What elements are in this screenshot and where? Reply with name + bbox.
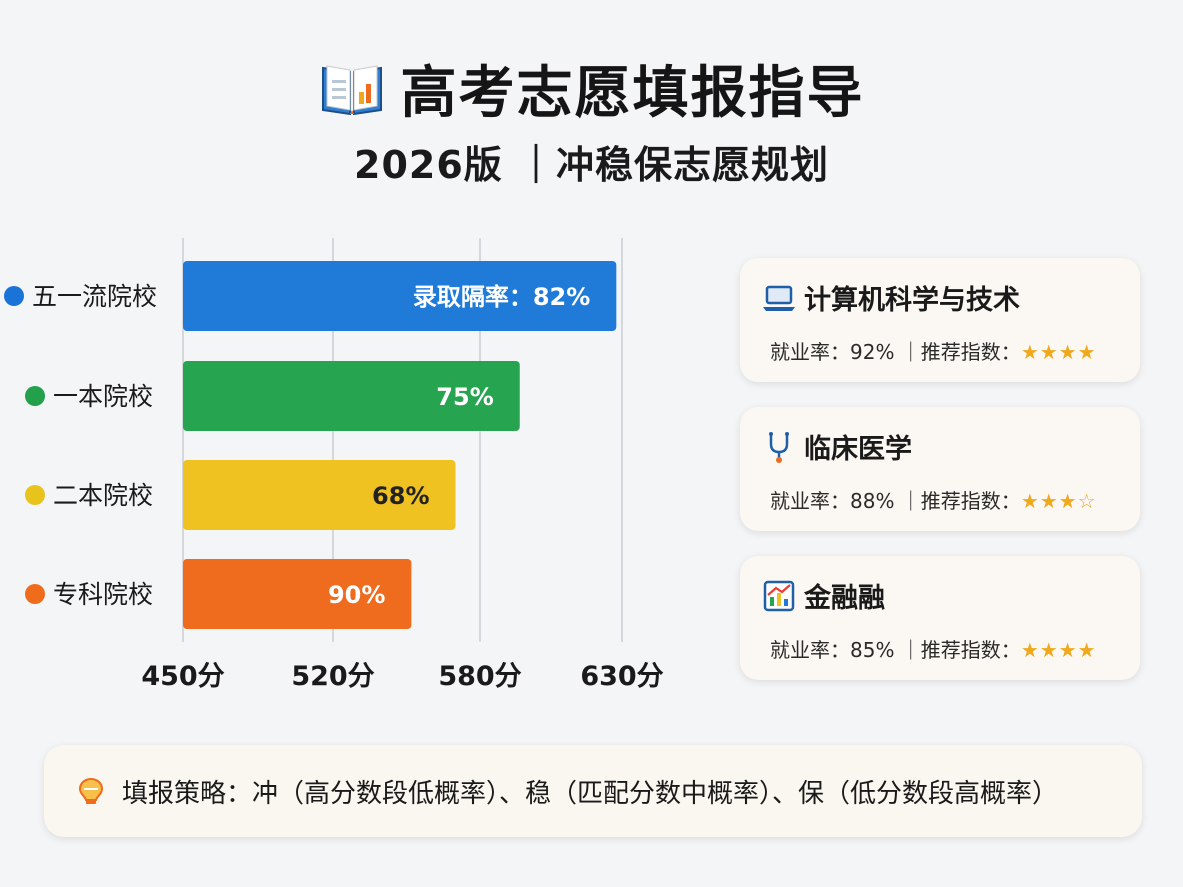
- category-label: 二本院校: [53, 481, 153, 510]
- card-title: 计算机科学与技术: [804, 285, 1020, 316]
- card-info-text: 就业率：88% ｜推荐指数：: [770, 489, 1021, 513]
- category-label: 专科院校: [53, 580, 153, 609]
- laptop-icon: [763, 285, 795, 311]
- category-label: 五一流院校: [32, 282, 157, 311]
- category-dot: [25, 386, 45, 406]
- card-info: 就业率：92% ｜推荐指数：★★★★: [770, 336, 1097, 365]
- card-info: 就业率：85% ｜推荐指数：★★★★: [770, 634, 1097, 663]
- bar-value-label: 75%: [436, 383, 493, 411]
- card-info-text: 就业率：92% ｜推荐指数：: [770, 340, 1021, 364]
- page-title: 高考志愿填报指导: [400, 60, 865, 126]
- strategy-banner: 填报策略：冲（高分数段低概率）、稳（匹配分数中概率）、保（低分数段高概率）: [44, 745, 1142, 837]
- x-tick-label: 520分: [291, 661, 374, 692]
- card-info: 就业率：88% ｜推荐指数：★★★☆: [770, 485, 1097, 514]
- x-tick-label: 580分: [438, 661, 521, 692]
- stethoscope-icon: [769, 431, 789, 463]
- bar: [183, 261, 617, 331]
- major-card-medicine[interactable]: 临床医学 就业率：88% ｜推荐指数：★★★☆: [740, 407, 1140, 531]
- bar: [183, 460, 456, 530]
- card-title-row: 计算机科学与技术: [762, 278, 1020, 317]
- page-subtitle: 2026版 ｜冲稳保志愿规划: [354, 143, 829, 187]
- category-label: 一本院校: [53, 382, 153, 411]
- book-chart-icon: [321, 65, 382, 116]
- title-row: 高考志愿填报指导: [0, 48, 1183, 128]
- card-info-text: 就业率：85% ｜推荐指数：: [770, 638, 1021, 662]
- score-bar-chart: 450分 520分 580分 630分 录取隔率：82% 五一流院校 75% 一本院校 68% 二…: [4, 238, 664, 692]
- bar: [183, 361, 520, 431]
- rating-stars: ★★★★: [1020, 638, 1097, 662]
- x-tick-label: 630分: [580, 661, 663, 692]
- category-dot: [25, 485, 45, 505]
- bar-value-label: 68%: [372, 482, 429, 510]
- bar-value-label: 90%: [328, 581, 385, 609]
- card-title: 临床医学: [804, 434, 912, 465]
- rating-stars: ★★★★: [1020, 340, 1097, 364]
- category-dot: [25, 584, 45, 604]
- category-dot: [4, 286, 24, 306]
- major-card-finance[interactable]: 金融融 就业率：85% ｜推荐指数：★★★★: [740, 556, 1140, 680]
- x-tick-label: 450分: [141, 661, 224, 692]
- major-card-cs[interactable]: 计算机科学与技术 就业率：92% ｜推荐指数：★★★★: [740, 258, 1140, 382]
- card-title-row: 临床医学: [762, 427, 912, 466]
- rating-stars: ★★★☆: [1020, 489, 1097, 513]
- bar: [183, 559, 412, 629]
- strategy-text: 填报策略：冲（高分数段低概率）、稳（匹配分数中概率）、保（低分数段高概率）: [122, 778, 1059, 809]
- lightbulb-icon: [78, 777, 104, 804]
- chart-icon: [763, 580, 795, 611]
- card-title: 金融融: [804, 583, 885, 614]
- card-title-row: 金融融: [762, 576, 885, 615]
- bar-value-label: 录取隔率：82%: [413, 283, 590, 311]
